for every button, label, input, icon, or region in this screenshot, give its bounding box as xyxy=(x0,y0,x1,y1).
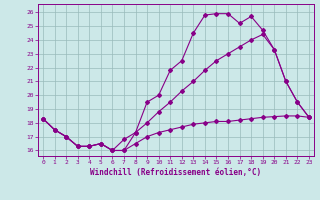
X-axis label: Windchill (Refroidissement éolien,°C): Windchill (Refroidissement éolien,°C) xyxy=(91,168,261,177)
